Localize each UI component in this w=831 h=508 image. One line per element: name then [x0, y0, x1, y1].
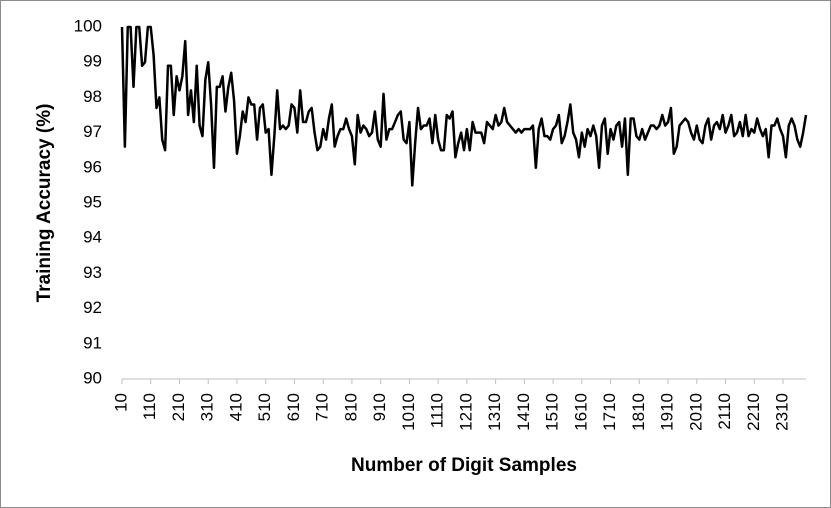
x-tick-label: 2210 — [744, 393, 763, 431]
y-tick-label: 98 — [83, 87, 102, 106]
x-tick-label: 1210 — [456, 393, 475, 431]
x-axis-title: Number of Digit Samples — [351, 455, 577, 476]
y-tick-label: 94 — [83, 228, 102, 247]
y-tick-label: 97 — [83, 122, 102, 141]
x-tick-label: 1610 — [571, 393, 590, 431]
y-tick-label: 92 — [83, 298, 102, 317]
x-tick-label: 1910 — [658, 393, 677, 431]
x-tick-label: 510 — [255, 393, 274, 421]
x-tick-label: 910 — [370, 393, 389, 421]
x-tick-label: 210 — [169, 393, 188, 421]
x-tick-label: 110 — [140, 393, 159, 420]
y-tick-label: 95 — [83, 192, 102, 211]
x-tick-label: 1510 — [543, 393, 562, 431]
y-tick-label: 99 — [83, 52, 102, 71]
x-tick-label: 10 — [111, 393, 130, 412]
y-tick-label: 91 — [83, 333, 102, 352]
x-tick-label: 410 — [226, 393, 245, 421]
x-tick-label: 1710 — [600, 393, 619, 431]
y-tick-label: 90 — [83, 368, 102, 387]
x-tick-label: 1110 — [428, 393, 447, 428]
x-tick-label: 810 — [341, 393, 360, 421]
y-tick-label: 96 — [83, 157, 102, 176]
y-tick-label: 100 — [74, 16, 102, 35]
x-tick-label: 2310 — [772, 393, 791, 431]
x-tick-label: 2010 — [686, 393, 705, 431]
x-tick-label: 1010 — [399, 393, 418, 431]
x-tick-label: 610 — [284, 393, 303, 421]
y-axis-title: Training Accuracy (%) — [34, 104, 55, 303]
x-tick-label: 1310 — [485, 393, 504, 431]
x-tick-label: 710 — [313, 393, 332, 421]
x-tick-label: 2110 — [715, 393, 734, 430]
y-tick-label: 93 — [83, 263, 102, 282]
data-line — [120, 25, 808, 187]
x-tick-label: 1810 — [629, 393, 648, 431]
x-tick-label: 310 — [198, 393, 217, 421]
x-tick-label: 1410 — [514, 393, 533, 431]
